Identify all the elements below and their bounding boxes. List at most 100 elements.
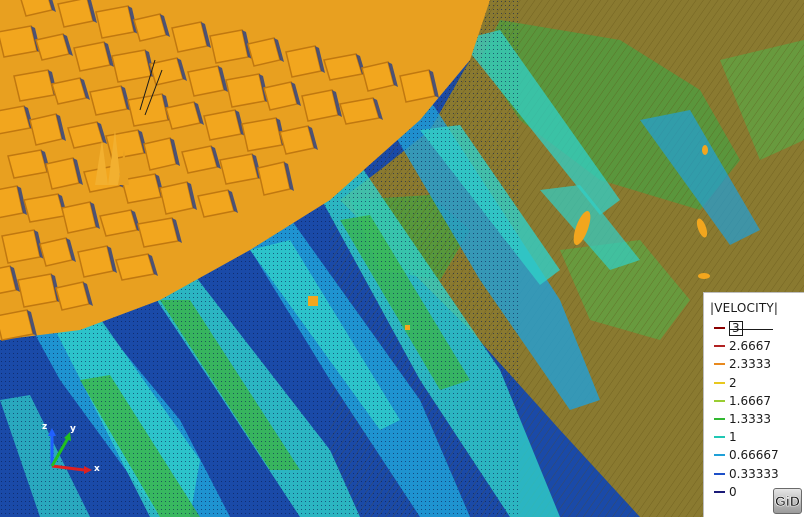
- street-gap: [194, 102, 204, 125]
- street-gap: [27, 310, 37, 336]
- street-gap: [73, 158, 83, 185]
- legend-entry: 3: [714, 320, 743, 336]
- building-block: [0, 309, 34, 341]
- building-block: [61, 201, 97, 234]
- building-block: [17, 273, 58, 308]
- street-gap: [170, 138, 180, 166]
- building-block: [73, 41, 111, 72]
- axis-x-label: x: [94, 464, 100, 474]
- street-gap: [56, 114, 66, 141]
- legend-value: 2.6667: [729, 339, 771, 354]
- axis-triad-icon: [48, 428, 92, 474]
- legend-entry: 1: [714, 430, 737, 444]
- gid-logo: GiD: [773, 488, 802, 514]
- axis-triad: x y z: [38, 420, 108, 480]
- legend-entry: 1.3333: [714, 412, 771, 426]
- street-gap: [218, 66, 228, 92]
- gid-logo-text: GiD: [775, 493, 800, 509]
- axis-z-label: z: [42, 422, 48, 432]
- building-block: [0, 25, 38, 58]
- legend-value: 0.33333: [729, 466, 779, 481]
- street-gap: [90, 202, 100, 229]
- street-gap: [315, 46, 325, 73]
- legend-entry: 1.6667: [714, 394, 771, 408]
- legend-swatch: [714, 363, 725, 366]
- legend-entry: 0.33333: [714, 467, 779, 481]
- building-block: [399, 69, 436, 103]
- street-gap: [80, 78, 90, 100]
- gid-logo-icon: GiD: [775, 493, 800, 510]
- building-block: [95, 5, 135, 39]
- legend-entry: 2.3333: [714, 357, 771, 371]
- building-block: [137, 217, 179, 248]
- street-gap: [332, 90, 342, 117]
- legend-underline: [730, 329, 773, 330]
- building-block: [279, 125, 315, 155]
- legend-title: |VELOCITY|: [710, 301, 779, 315]
- building-block: [13, 69, 55, 102]
- street-gap: [87, 0, 97, 23]
- legend-swatch: [714, 490, 725, 493]
- legend-swatch: [714, 472, 725, 475]
- building-block: [225, 73, 266, 108]
- legend-swatch: [714, 327, 725, 329]
- legend-swatch: [714, 436, 725, 439]
- street-gap: [104, 42, 114, 67]
- legend-value: 0: [729, 484, 737, 499]
- building-block: [55, 281, 90, 311]
- street-gap: [228, 190, 238, 213]
- street-gap: [291, 82, 301, 106]
- street-gap: [211, 146, 221, 169]
- street-gap: [148, 254, 158, 276]
- building-block: [89, 85, 128, 116]
- street-gap: [83, 282, 93, 306]
- building-block: [219, 153, 259, 185]
- floating-objects: [308, 145, 710, 330]
- legend-value: 1.3333: [729, 412, 771, 426]
- street-gap: [17, 186, 27, 215]
- building-block: [7, 149, 48, 179]
- legend-entry: 0: [714, 485, 737, 499]
- legend-swatch: [714, 399, 725, 402]
- velocity-legend[interactable]: |VELOCITY| 3 2.6667 2.3333 2 1.6667 1.3333 1 0.…: [703, 292, 804, 517]
- legend-value: 1.6667: [729, 393, 771, 408]
- street-gap: [10, 266, 20, 292]
- street-gap: [172, 218, 182, 243]
- legend-swatch: [714, 345, 725, 348]
- legend-swatch: [714, 381, 725, 384]
- street-gap: [66, 238, 76, 262]
- legend-value: 0.66667: [729, 448, 779, 463]
- street-gap: [284, 162, 294, 191]
- axis-y-label: y: [70, 424, 76, 434]
- building-block: [203, 109, 242, 141]
- street-gap: [177, 58, 187, 81]
- building-block: [263, 81, 298, 111]
- street-gap: [97, 122, 107, 144]
- street-gap: [49, 0, 56, 12]
- street-gap: [107, 246, 117, 273]
- legend-swatch: [714, 418, 725, 420]
- legend-entry: 2.6667: [714, 339, 771, 353]
- legend-entry: 0.66667: [714, 448, 779, 462]
- street-gap: [308, 126, 318, 150]
- street-gap: [201, 22, 211, 48]
- street-gap: [429, 70, 439, 98]
- building-block: [23, 193, 65, 223]
- legend-swatch: [714, 454, 725, 457]
- building-block: [187, 65, 225, 97]
- tower-spikes: [95, 59, 163, 185]
- street-gap: [187, 182, 197, 210]
- legend-value: 2.3333: [729, 357, 771, 372]
- legend-value: 1: [729, 430, 737, 445]
- street-gap: [388, 62, 398, 87]
- building-block: [301, 89, 339, 122]
- building-blocks: [0, 0, 439, 341]
- building-block: [77, 245, 114, 278]
- building-block: [241, 117, 283, 152]
- street-gap: [373, 98, 383, 120]
- street-gap: [274, 38, 284, 62]
- building-block: [45, 157, 80, 190]
- legend-value: 2: [729, 375, 737, 390]
